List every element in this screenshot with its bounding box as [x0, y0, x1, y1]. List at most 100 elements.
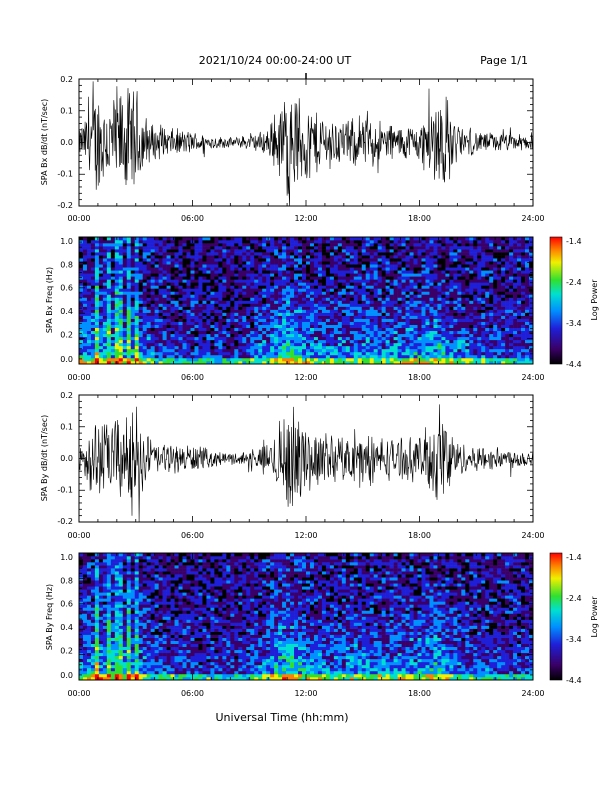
spectrogram-cell — [485, 333, 490, 338]
spectrogram-cell — [481, 276, 486, 280]
spectrogram-cell — [461, 339, 466, 344]
spectrogram-cell — [445, 279, 450, 283]
spectrogram-cell — [286, 297, 291, 301]
spectrogram-cell — [365, 240, 371, 244]
spectrogram-cell — [397, 300, 402, 304]
spectrogram-cell — [106, 243, 112, 247]
spectrogram-cell — [198, 306, 203, 310]
spectrogram-cell — [122, 327, 128, 332]
spectrogram-cell — [493, 246, 498, 250]
spectrogram-cell — [226, 285, 231, 289]
spectrogram-cell — [437, 264, 442, 268]
spectrogram-cell — [138, 357, 144, 362]
spectrogram-cell — [341, 267, 347, 271]
spectrogram-cell — [397, 249, 402, 253]
spectrogram-cell — [509, 258, 514, 262]
spectrogram-cell — [393, 294, 398, 298]
spectrogram-cell — [341, 276, 347, 280]
spectrogram-cell — [425, 261, 430, 265]
spectrogram-cell — [82, 345, 88, 350]
spectrogram-cell — [381, 336, 386, 341]
spectrogram-cell — [373, 264, 378, 268]
spectrogram-cell — [393, 339, 398, 344]
spectrogram-cell — [146, 276, 151, 280]
spectrogram-cell — [437, 309, 442, 313]
spectrogram-cell — [98, 279, 104, 283]
spectrogram-cell — [329, 252, 335, 256]
spectrogram-cell — [337, 315, 343, 319]
spectrogram-cell — [445, 255, 450, 259]
spectrogram-cell — [393, 360, 398, 365]
spectrogram-cell — [194, 345, 199, 350]
spectrogram-cell — [218, 237, 223, 241]
spectrogram-cell — [290, 336, 295, 341]
spectrogram-cell — [501, 282, 506, 286]
spectrogram-cell — [118, 309, 124, 313]
spectrogram-cell — [150, 351, 155, 356]
spectrogram-cell — [162, 246, 167, 250]
spectrogram-cell — [234, 240, 239, 244]
spectrogram-cell — [337, 261, 343, 265]
spectrogram-cell — [433, 276, 438, 280]
spectrogram-cell — [278, 270, 283, 274]
spectrogram-cell — [154, 237, 159, 241]
spectrogram-cell — [493, 285, 498, 289]
spectrogram-cell — [170, 273, 175, 277]
spectrogram-cell — [489, 270, 494, 274]
spectrogram-cell — [317, 243, 323, 247]
spectrogram-cell — [174, 267, 179, 271]
spectrogram-cell — [525, 303, 530, 307]
spectrogram-cell — [230, 240, 235, 244]
spectrogram-cell — [238, 339, 243, 344]
spectrogram-cell — [441, 330, 446, 335]
spectrogram-cell — [457, 294, 462, 298]
spectrogram-cell — [393, 243, 398, 247]
spectrogram-cell — [218, 348, 223, 353]
spectrogram-cell — [162, 345, 167, 350]
spectrogram-cell — [158, 240, 163, 244]
spectrogram-cell — [457, 288, 462, 292]
spectrogram-cell — [234, 249, 239, 253]
spectrogram-cell — [389, 348, 394, 353]
spectrogram-cell — [238, 306, 243, 310]
spectrogram-cell — [142, 282, 147, 286]
spectrogram-cell — [182, 342, 187, 347]
spectrogram-cell — [98, 357, 104, 362]
spectrogram-cell — [481, 282, 486, 286]
spectrogram-cell — [321, 267, 327, 271]
spectrogram-cell — [230, 300, 235, 304]
spectrogram-cell — [365, 330, 371, 335]
spectrogram-cell — [142, 360, 147, 365]
spectrogram-cell — [114, 327, 120, 332]
spectrogram-cell — [365, 294, 371, 298]
spectrogram-cell — [509, 294, 514, 298]
spectrogram-cell — [437, 285, 442, 289]
spectrogram-cell — [493, 264, 498, 268]
spectrogram-cell — [461, 357, 466, 362]
spectrogram-cell — [86, 282, 92, 286]
spectrogram-cell — [94, 243, 100, 247]
spectrogram-cell — [118, 297, 124, 301]
spectrogram-cell — [377, 357, 382, 362]
spectrogram-cell — [377, 333, 382, 338]
spectrogram-cell — [166, 267, 171, 271]
spectrogram-cell — [449, 351, 454, 356]
spectrogram-cell — [274, 237, 279, 241]
spectrogram-cell — [278, 306, 283, 310]
spectrogram-cell — [329, 288, 335, 292]
spectrogram-cell — [473, 306, 478, 310]
spectrogram-cell — [401, 318, 406, 322]
spectrogram-cell — [210, 348, 215, 353]
spectrogram-cell — [90, 309, 96, 313]
spectrogram-cell — [86, 294, 92, 298]
spectrogram-cell — [114, 270, 120, 274]
spectrogram-cell — [290, 300, 295, 304]
spectrogram-cell — [401, 276, 406, 280]
spectrogram-cell — [329, 336, 335, 341]
spectrogram-cell — [178, 237, 183, 241]
spectrogram-cell — [517, 321, 522, 325]
spectrogram-cell — [381, 354, 386, 359]
spectrogram-cell — [337, 309, 343, 313]
spectrogram-cell — [313, 357, 319, 362]
spectrogram-cell — [282, 294, 287, 298]
